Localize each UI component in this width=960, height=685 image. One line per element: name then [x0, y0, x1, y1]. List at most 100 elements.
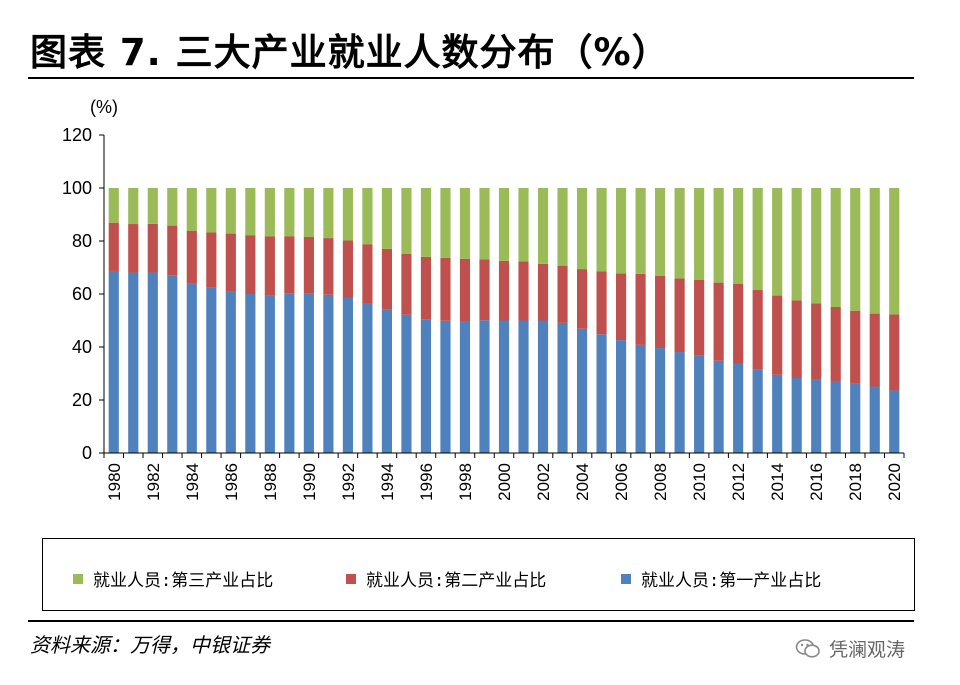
bar-segment: [479, 259, 490, 321]
bar-segment: [498, 188, 510, 261]
x-axis: 1980 1982 1984 1986 1988 1990 1992 1994 1996 1998…: [103, 452, 905, 501]
bar-segment: [869, 188, 880, 314]
bar-segment: [362, 188, 373, 245]
bar-segment: [147, 223, 158, 273]
y-tick-label: 0: [82, 443, 92, 463]
bar-segment: [537, 263, 549, 321]
bar-segment: [420, 256, 432, 320]
bar-segment: [342, 297, 353, 453]
bar-segment: [674, 278, 685, 353]
legend-item-primary: 就业人员:第一产业占比: [621, 566, 821, 591]
bar-segment: [206, 188, 217, 233]
x-tick-label: 1980: [105, 463, 124, 501]
bar-segment: [557, 188, 568, 266]
x-tick-label: 2008: [651, 463, 670, 501]
bar-segment: [694, 188, 705, 280]
bar-segment: [225, 291, 236, 453]
bar-segment: [811, 188, 822, 304]
x-tick-label: 1994: [378, 463, 397, 501]
bar-segment: [537, 188, 549, 264]
bar-segment: [830, 381, 841, 453]
bar-segment: [655, 275, 666, 349]
bar-segment: [206, 232, 217, 288]
legend: 就业人员:第三产业占比 就业人员:第二产业占比 就业人员:第一产业占比: [42, 538, 915, 611]
bar-segment: [616, 273, 627, 341]
bar-segment: [830, 306, 841, 382]
bar-segment: [284, 293, 295, 453]
bar-segment: [323, 294, 334, 453]
bar-segment: [186, 230, 197, 284]
bar-segment: [869, 313, 880, 387]
x-tick-label: 1998: [456, 463, 475, 501]
bar-segment: [557, 265, 568, 323]
y-axis: 0 20 40 60 80 100 120: [62, 125, 105, 463]
chart-title: 图表 7. 三大产业就业人数分布（%）: [30, 31, 670, 74]
x-tick-label: 2006: [612, 463, 631, 501]
bar-segment: [303, 237, 314, 294]
bar-segment: [401, 314, 412, 453]
bar-segment: [381, 248, 392, 310]
bar-segment: [772, 295, 783, 375]
bar-segment: [713, 188, 724, 283]
y-tick-label: 60: [72, 284, 92, 304]
bar-segment: [284, 236, 295, 294]
bar-segment: [225, 188, 236, 234]
bar-segment: [303, 293, 314, 453]
bar-segment: [576, 269, 588, 329]
bar-segment: [420, 188, 432, 257]
bar-segment: [518, 261, 529, 321]
bar-segment: [635, 344, 646, 453]
bar-segment: [459, 321, 471, 453]
bar-segment: [128, 224, 139, 273]
bar-segment: [459, 188, 471, 259]
bar-segment: [635, 188, 646, 274]
bar-segment: [206, 287, 217, 453]
bar-segment: [616, 188, 627, 274]
bar-segment: [128, 272, 139, 453]
title-divider: [28, 77, 914, 79]
x-tick-label: 1988: [261, 463, 280, 501]
bar-segment: [869, 386, 880, 453]
bar-segment: [733, 283, 744, 364]
bar-segment: [440, 257, 451, 321]
bar-segment: [186, 283, 197, 453]
watermark-text: 凭澜观涛: [829, 639, 906, 661]
bar-segment: [108, 222, 119, 271]
y-tick-label: 100: [62, 178, 92, 198]
bar-segment: [752, 290, 763, 370]
bar-segment: [401, 253, 412, 315]
watermark: 凭澜观涛: [795, 635, 905, 662]
bar-segment: [362, 303, 373, 453]
bar-segment: [245, 235, 256, 294]
x-tick-label: 1984: [183, 463, 202, 501]
bar-segment: [791, 378, 802, 453]
x-tick-label: 1996: [417, 463, 436, 501]
bar-segment: [167, 275, 178, 453]
bar-segment: [772, 374, 783, 453]
bar-segment: [772, 188, 783, 296]
bar-segment: [518, 188, 529, 262]
bar-segment: [850, 188, 861, 311]
y-tick-label: 80: [72, 231, 92, 251]
bar-segment: [401, 188, 412, 254]
bar-segment: [245, 188, 256, 236]
bar-segment: [381, 188, 392, 249]
x-tick-label: 2014: [768, 463, 787, 501]
y-axis-unit-label: (%): [90, 97, 118, 117]
y-tick-label: 120: [62, 125, 92, 145]
bar-segment: [655, 188, 666, 276]
bar-segment: [128, 188, 139, 225]
bar-segment: [440, 188, 451, 258]
wechat-icon: [795, 638, 820, 658]
bar-segment: [713, 360, 724, 453]
bar-segment: [147, 188, 158, 224]
bar-segment: [362, 244, 373, 304]
bar-segment: [557, 322, 568, 453]
bar-segment: [694, 279, 705, 356]
bar-segment: [303, 188, 314, 238]
y-tick-label: 40: [72, 337, 92, 357]
bar-segment: [284, 188, 295, 237]
bar-segment: [108, 270, 119, 453]
bar-segment: [616, 340, 627, 453]
bar-segment: [498, 320, 510, 453]
